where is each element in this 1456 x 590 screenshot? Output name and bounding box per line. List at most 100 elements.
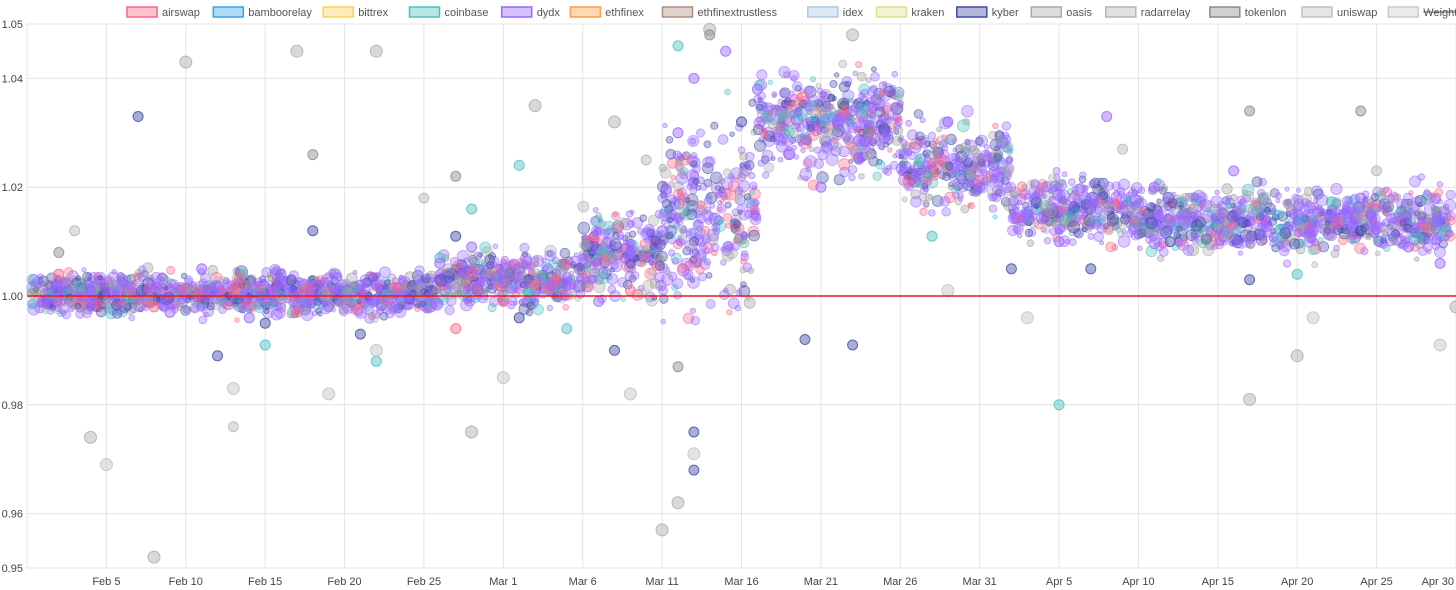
scatter-point bbox=[724, 201, 732, 209]
scatter-point bbox=[1214, 189, 1220, 195]
scatter-point bbox=[891, 70, 899, 78]
x-tick-label: Feb 20 bbox=[327, 576, 361, 588]
scatter-point bbox=[1159, 247, 1169, 257]
data-point-kyber bbox=[132, 111, 144, 122]
scatter-point bbox=[206, 302, 215, 311]
scatter-point bbox=[1162, 192, 1172, 202]
scatter-point bbox=[738, 167, 749, 179]
legend-item[interactable]: idex bbox=[807, 6, 864, 19]
legend-item[interactable]: bittrex bbox=[322, 6, 389, 19]
scatter-point bbox=[77, 295, 85, 303]
scatter-point bbox=[1073, 217, 1080, 224]
scatter-point bbox=[898, 154, 904, 160]
scatter-point bbox=[27, 298, 39, 310]
scatter-point bbox=[132, 272, 141, 281]
scatter-point bbox=[420, 288, 428, 296]
scatter-point bbox=[1119, 214, 1131, 225]
scatter-point bbox=[852, 70, 858, 76]
scatter-point bbox=[667, 249, 676, 257]
scatter-point bbox=[734, 188, 746, 199]
legend-item[interactable]: ethfinextrustless bbox=[661, 6, 778, 19]
legend-item[interactable]: ethfinex bbox=[569, 6, 644, 19]
scatter-point bbox=[683, 196, 691, 204]
scatter-point bbox=[722, 212, 732, 222]
scatter-point bbox=[714, 191, 723, 199]
scatter-point bbox=[1429, 192, 1436, 199]
legend-item[interactable]: Weighted Average (Daily) bbox=[1387, 6, 1456, 19]
scatter-point bbox=[1138, 206, 1146, 214]
scatter-point bbox=[838, 59, 848, 69]
legend-swatch bbox=[569, 6, 602, 18]
scatter-point bbox=[1330, 249, 1340, 259]
scatter-point bbox=[1211, 243, 1218, 250]
scatter-point bbox=[926, 179, 932, 185]
legend-item[interactable]: radarrelay bbox=[1105, 6, 1191, 19]
scatter-point bbox=[698, 242, 708, 252]
scatter-point bbox=[1069, 238, 1077, 247]
scatter-point bbox=[593, 226, 600, 232]
scatter-point bbox=[696, 200, 706, 210]
scatter-point bbox=[143, 285, 151, 293]
scatter-point bbox=[1234, 207, 1243, 216]
scatter-point bbox=[1006, 155, 1014, 163]
scatter-point bbox=[1211, 220, 1219, 228]
scatter-point bbox=[1380, 237, 1387, 244]
legend-item[interactable]: airswap bbox=[126, 6, 200, 19]
legend-swatch bbox=[661, 6, 694, 18]
scatter-point bbox=[961, 104, 974, 118]
scatter-point bbox=[653, 251, 664, 261]
data-point-kyber bbox=[1005, 263, 1017, 275]
scatter-point bbox=[923, 154, 932, 163]
data-point-oasis bbox=[465, 425, 479, 439]
legend-item[interactable]: kraken bbox=[875, 6, 944, 19]
legend-item[interactable]: kyber bbox=[956, 6, 1019, 19]
scatter-point bbox=[285, 274, 297, 286]
data-point-dydx bbox=[1101, 111, 1113, 122]
scatter-point bbox=[390, 282, 397, 289]
scatter-point bbox=[1404, 199, 1414, 209]
scatter-point bbox=[720, 246, 726, 253]
data-point-uniswap bbox=[623, 387, 637, 401]
legend-item[interactable]: bamboorelay bbox=[212, 6, 312, 19]
scatter-point bbox=[1284, 221, 1291, 228]
scatter-point bbox=[539, 290, 548, 299]
scatter-point bbox=[793, 107, 803, 117]
legend-item[interactable]: coinbase bbox=[408, 6, 489, 19]
scatter-point bbox=[833, 174, 845, 186]
scatter-point bbox=[609, 267, 615, 273]
scatter-point bbox=[786, 102, 794, 110]
scatter-point bbox=[1235, 201, 1242, 208]
data-point-dydx bbox=[656, 225, 668, 237]
scatter-point bbox=[1159, 184, 1169, 193]
scatter-point bbox=[1246, 240, 1255, 250]
data-point-dydx bbox=[164, 306, 176, 318]
legend-item[interactable]: dydx bbox=[500, 6, 561, 19]
scatter-point bbox=[1296, 187, 1302, 193]
scatter-point bbox=[1370, 192, 1379, 201]
scatter-point bbox=[748, 172, 756, 180]
scatter-point bbox=[653, 272, 665, 283]
scatter-point bbox=[184, 296, 192, 304]
scatter-point bbox=[133, 281, 139, 287]
legend-item[interactable]: oasis bbox=[1030, 6, 1092, 19]
scatter-point bbox=[1372, 236, 1380, 243]
scatter-point bbox=[941, 207, 951, 217]
scatter-point bbox=[542, 265, 550, 272]
scatter-point bbox=[952, 147, 958, 153]
scatter-point bbox=[677, 168, 687, 178]
data-point-dydx bbox=[1260, 214, 1271, 226]
legend-label: coinbase bbox=[445, 7, 489, 19]
scatter-point bbox=[689, 307, 697, 314]
scatter-point bbox=[726, 309, 733, 316]
scatter-point bbox=[722, 168, 732, 178]
scatter-point bbox=[734, 304, 741, 312]
scatter-point bbox=[219, 286, 227, 295]
legend-item[interactable]: tokenlon bbox=[1209, 6, 1287, 19]
scatter-point bbox=[1001, 121, 1012, 131]
legend-swatch bbox=[322, 6, 354, 18]
legend-item[interactable]: uniswap bbox=[1301, 6, 1377, 19]
scatter-point bbox=[636, 288, 648, 299]
scatter-point bbox=[828, 128, 837, 137]
scatter-point bbox=[815, 106, 822, 113]
